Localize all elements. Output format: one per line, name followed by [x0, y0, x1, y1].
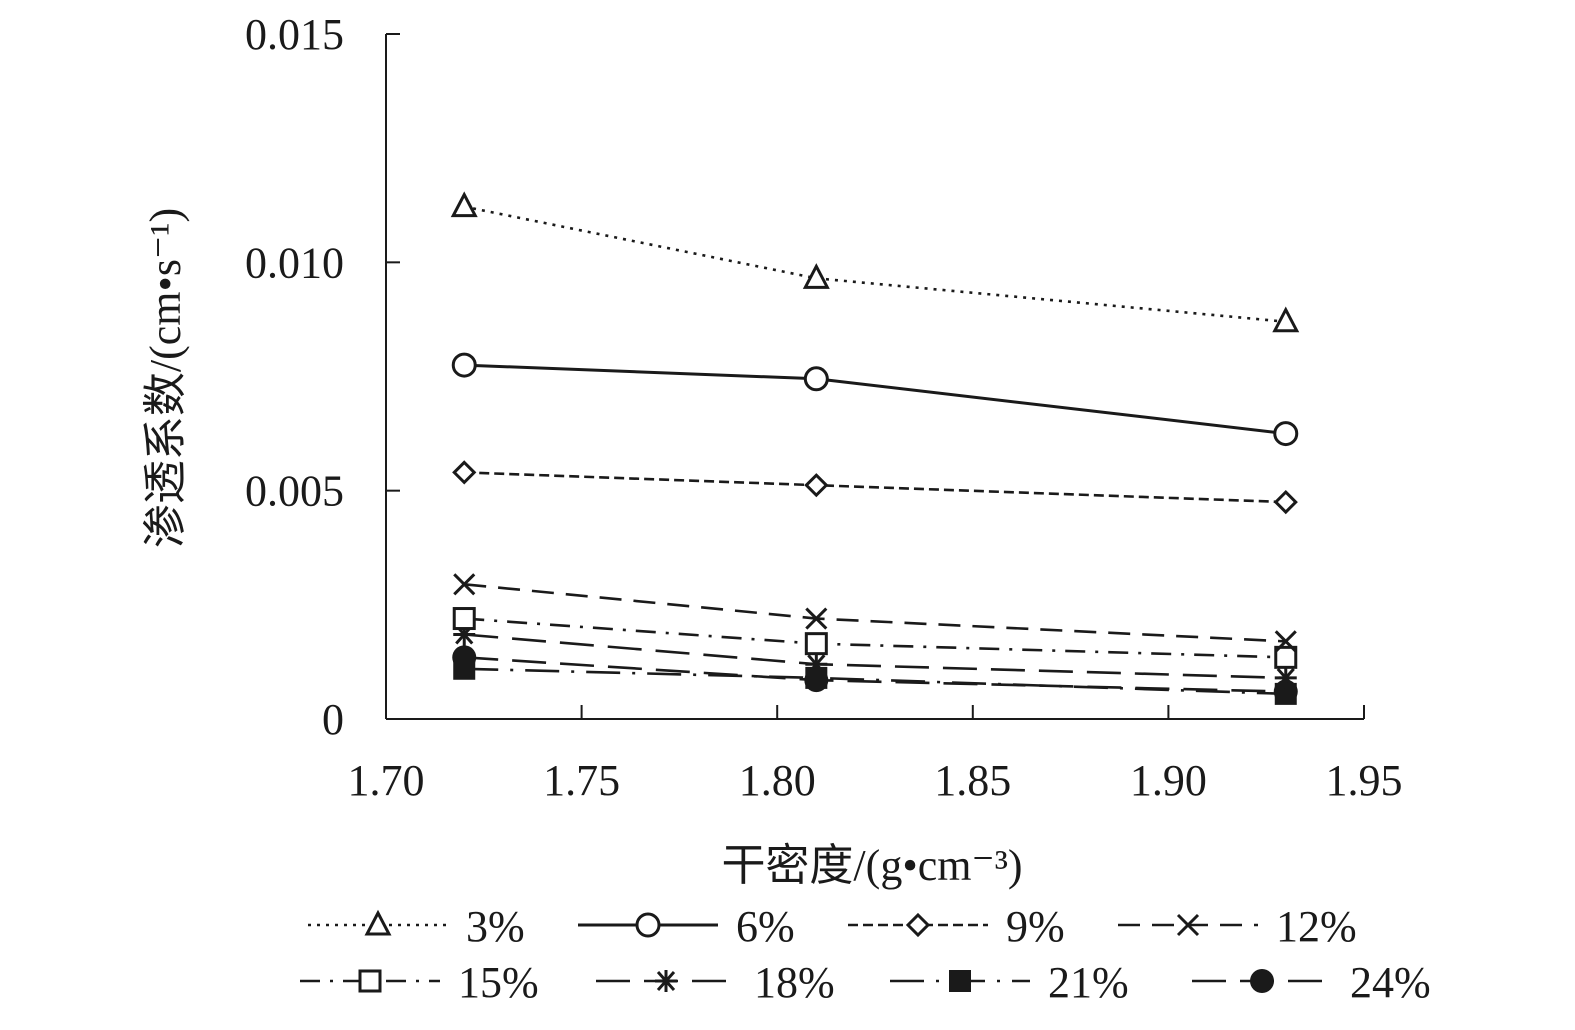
- marker-circle-open-6pct: [1273, 421, 1299, 447]
- y-tick-label: 0.010: [245, 238, 344, 287]
- series-12pct: [453, 573, 1297, 653]
- marker-square-filled-21pct: [1274, 682, 1297, 705]
- legend-item-15pct: 15%: [300, 958, 539, 1007]
- marker-asterisk-legend-18pct: [655, 970, 677, 992]
- legend-label: 15%: [458, 958, 539, 1007]
- legend-item-9pct: 9%: [848, 902, 1065, 951]
- legend-label: 24%: [1350, 958, 1431, 1007]
- legend-label: 12%: [1276, 902, 1357, 951]
- legend-label: 3%: [466, 902, 525, 951]
- x-tick-label: 1.70: [348, 756, 425, 805]
- series-15pct: [452, 607, 1298, 669]
- marker-square-open-15pct: [804, 632, 828, 656]
- marker-triangle-3pct: [1272, 306, 1300, 333]
- series-line-9pct: [464, 471, 1286, 504]
- marker-asterisk-18pct: [1274, 666, 1297, 689]
- legend-item-3pct: 3%: [308, 902, 525, 951]
- series-layer: [450, 191, 1300, 705]
- marker-square-filled-21pct: [453, 657, 476, 680]
- legend-item-21pct: 21%: [890, 958, 1129, 1007]
- series-line-15pct: [464, 617, 1286, 659]
- marker-circle-open-6pct: [451, 352, 477, 378]
- marker-square-open-legend-15pct: [358, 969, 382, 993]
- legend-label: 18%: [754, 958, 835, 1007]
- series-18pct: [453, 623, 1297, 689]
- x-tick-label: 1.90: [1130, 756, 1207, 805]
- marker-circle-open-6pct: [803, 366, 829, 392]
- marker-triangle-3pct: [802, 263, 830, 289]
- marker-diamond-9pct: [1273, 489, 1298, 515]
- marker-triangle-3pct: [450, 191, 478, 218]
- legend-label: 21%: [1048, 958, 1129, 1007]
- marker-circle-filled-legend-24pct: [1250, 969, 1274, 993]
- series-line-12pct: [464, 582, 1286, 643]
- series-line-6pct: [464, 363, 1286, 436]
- legend-item-18pct: 18%: [596, 958, 835, 1007]
- marker-circle-open-legend-6pct: [635, 912, 661, 938]
- y-tick-label: 0.015: [245, 10, 344, 59]
- marker-x-legend-12pct: [1176, 913, 1200, 937]
- y-tick-label: 0.005: [245, 467, 344, 516]
- y-axis-title: 渗透系数/(cm•s⁻¹): [141, 208, 190, 548]
- marker-square-filled-legend-21pct: [949, 970, 971, 992]
- series-3pct: [450, 191, 1300, 333]
- marker-x-12pct: [805, 607, 828, 630]
- marker-diamond-9pct: [452, 460, 477, 485]
- x-tick-label: 1.85: [934, 756, 1011, 805]
- marker-square-open-15pct: [452, 607, 476, 631]
- legend-item-12pct: 12%: [1118, 902, 1357, 951]
- marker-x-12pct: [1274, 630, 1297, 653]
- marker-triangle-legend-3pct: [364, 909, 392, 936]
- x-tick-label: 1.95: [1326, 756, 1403, 805]
- marker-x-12pct: [453, 573, 476, 596]
- series-6pct: [451, 352, 1299, 447]
- legend-label: 9%: [1006, 902, 1065, 951]
- legend-item-24pct: 24%: [1192, 958, 1431, 1007]
- x-tick-label: 1.75: [543, 756, 620, 805]
- series-line-3pct: [463, 205, 1286, 323]
- x-tick-label: 1.80: [739, 756, 816, 805]
- y-tick-label: 0: [322, 695, 344, 744]
- marker-asterisk-18pct: [805, 653, 828, 676]
- series-9pct: [452, 460, 1298, 515]
- marker-square-open-15pct: [1274, 645, 1298, 669]
- marker-diamond-9pct: [804, 473, 829, 498]
- legend: 3% 6% 9% 12% 15% 18% 21% 24%: [300, 902, 1431, 1007]
- x-axis-title: 干密度/(g•cm⁻³): [721, 841, 1022, 890]
- marker-diamond-legend-9pct: [905, 912, 931, 938]
- legend-item-6pct: 6%: [578, 902, 795, 951]
- legend-label: 6%: [736, 902, 795, 951]
- axes: 0 0.005 0.010 0.015 1.70 1.75 1.80 1.85 1.90 1.95…: [141, 10, 1403, 890]
